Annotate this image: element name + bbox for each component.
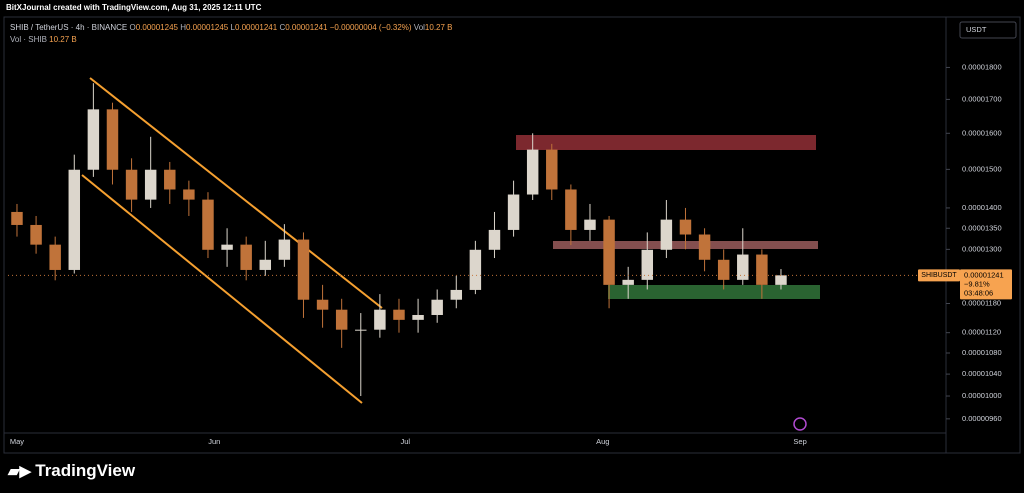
ohlc-label: L	[230, 23, 235, 32]
candle-body	[775, 275, 787, 285]
chart-frame	[3, 16, 1021, 454]
change: −0.00000004 (−0.32%)	[330, 23, 412, 32]
candle-body	[355, 329, 367, 331]
ohlc-label: H	[180, 23, 186, 32]
brand: TradingView	[35, 461, 136, 480]
currency[interactable]: USDT	[966, 25, 987, 34]
y-tick-label: 0.00001600	[962, 128, 1002, 137]
candle-body	[507, 194, 520, 230]
y-tick-label: 0.00001300	[962, 244, 1002, 253]
candle-body	[87, 109, 100, 170]
candle-body	[412, 314, 424, 320]
volume-label: Vol	[414, 23, 425, 32]
currency-button[interactable]	[959, 21, 1017, 39]
y-tick-label: 0.00001800	[962, 62, 1002, 71]
volume-pane-label: Vol · SHIB	[10, 35, 47, 44]
channel-lower	[81, 174, 363, 404]
y-tick-label: 0.00001400	[962, 203, 1002, 212]
candle-body	[584, 219, 596, 230]
x-tick-label: May	[10, 437, 24, 446]
candle-body	[68, 169, 81, 270]
price-tag	[960, 269, 1012, 300]
candle-body	[106, 109, 119, 170]
logo: ▰▶	[7, 463, 35, 480]
candle-body	[374, 309, 386, 330]
resistance-zone	[516, 135, 816, 150]
y-tick-label: 0.00001040	[962, 369, 1002, 378]
y-tick-label: 0.00001080	[962, 348, 1002, 357]
y-tick-label: 0.00001350	[962, 223, 1002, 232]
candle-body	[393, 309, 405, 320]
candle-body	[164, 169, 176, 190]
volume-pane-value: 10.27 B	[49, 35, 77, 44]
x-tick-label: Jun	[208, 437, 220, 446]
event-icon[interactable]	[793, 417, 807, 431]
candle-body	[526, 149, 539, 195]
candle-body	[30, 224, 42, 245]
candle-body	[622, 279, 634, 285]
footer-brand: ▰▶ TradingView	[7, 461, 136, 480]
candle-body	[450, 289, 463, 300]
price-tag-countdown: 03:48:06	[964, 288, 993, 297]
x-tick-label: Jul	[400, 437, 410, 446]
y-tick-label: 0.00001700	[962, 94, 1002, 103]
candle-body	[183, 189, 195, 200]
ohlc-label: C	[279, 23, 285, 32]
candle-body	[11, 211, 23, 225]
price-tag-price: 0.00001241	[964, 270, 1004, 279]
channel-upper	[89, 77, 383, 309]
ohlc-label: O	[129, 23, 135, 32]
price-tag-change: −9.81%	[964, 279, 990, 288]
y-tick-label: 0.00001120	[962, 328, 1001, 337]
candle-body	[316, 299, 329, 310]
candle-body	[546, 149, 558, 190]
candle-body	[335, 309, 348, 330]
candle-body	[565, 189, 577, 230]
candle-body	[240, 244, 252, 270]
candle-body	[125, 169, 138, 200]
candle-body	[737, 254, 749, 280]
candle-body	[660, 219, 673, 250]
credit: BitXJournal created with TradingView.com…	[6, 3, 262, 12]
candle-body	[297, 239, 310, 300]
plot: 0.00001800 0.00001700 0.00001600 0.00001500…	[8, 62, 1012, 446]
support-zone	[608, 285, 820, 299]
y-tick-label: 0.00000960	[962, 414, 1002, 423]
candle-body	[202, 199, 214, 250]
candle-body	[144, 169, 157, 200]
symbol: SHIB / TetherUS · 4h · BINANCE	[10, 23, 127, 32]
x-tick-label: Sep	[793, 437, 806, 446]
candle-body	[259, 259, 272, 270]
candle-body	[278, 239, 291, 260]
x-tick-label: Aug	[596, 437, 609, 446]
candle-body	[641, 249, 654, 280]
ohlc-value: 0.00001241	[235, 23, 278, 32]
symbol-tag-text: SHIBUSDT	[921, 272, 957, 279]
volume-legend: Vol · SHIB 10.27 B	[10, 35, 77, 44]
candle-body	[717, 259, 730, 280]
y-tick-label: 0.00001500	[962, 164, 1002, 173]
candle-body	[488, 229, 501, 250]
ohlc-value: 0.00001245	[186, 23, 229, 32]
candle-body	[221, 244, 233, 250]
volume-value: 10.27 B	[425, 23, 453, 32]
symbol-tag	[918, 269, 960, 282]
candle-body	[698, 234, 711, 260]
ohlc-value: 0.00001241	[285, 23, 328, 32]
candle-body	[49, 244, 61, 270]
candle-body	[431, 299, 443, 315]
candle-body	[469, 249, 482, 290]
ohlc-value: 0.00001245	[136, 23, 179, 32]
y-tick-label: 0.00001000	[962, 391, 1002, 400]
legend-line: SHIB / TetherUS · 4h · BINANCE O0.000012…	[10, 23, 453, 32]
candle-body	[679, 219, 692, 235]
y-tick-label: 0.00001180	[962, 298, 1001, 307]
candle-body	[756, 254, 768, 285]
candle-body	[603, 219, 615, 285]
